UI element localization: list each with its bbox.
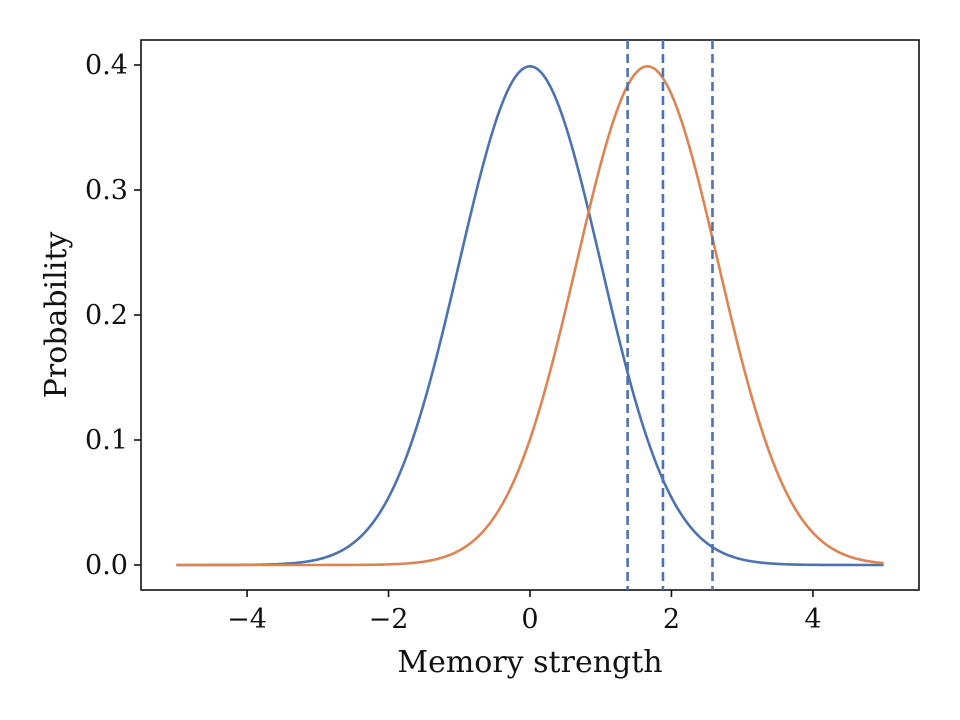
- x-tick-label: −2: [369, 604, 409, 635]
- x-tick-label: −4: [227, 604, 267, 635]
- y-tick-label: 0.3: [85, 175, 128, 206]
- y-tick-label: 0.1: [85, 425, 128, 456]
- y-tick-label: 0.4: [85, 50, 128, 81]
- series-line-0: [176, 65, 884, 567]
- y-tick-label: 0.0: [85, 550, 128, 581]
- y-axis-label: Probability: [39, 232, 74, 399]
- plot-area: [176, 40, 884, 590]
- x-axis-ticks: −4 −2 0 2 4: [227, 590, 822, 635]
- y-tick-label: 0.2: [85, 300, 128, 331]
- x-tick-label: 4: [804, 604, 821, 635]
- x-tick-label: 0: [521, 604, 538, 635]
- series-line-1: [176, 65, 884, 567]
- plot-frame: [140, 39, 920, 591]
- x-tick-label: 2: [663, 604, 680, 635]
- x-axis-label: Memory strength: [397, 645, 662, 680]
- y-axis-ticks: 0.0 0.1 0.2 0.3 0.4: [85, 50, 141, 581]
